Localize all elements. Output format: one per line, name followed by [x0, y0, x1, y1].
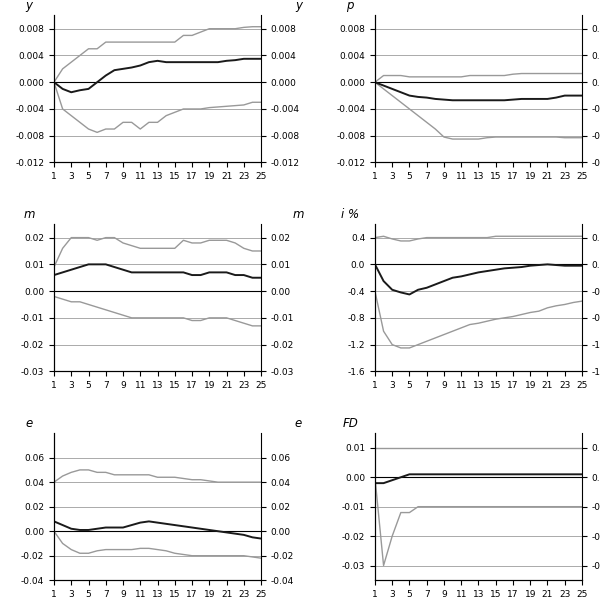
- Text: y: y: [295, 0, 302, 12]
- Text: m: m: [23, 208, 35, 221]
- Text: e: e: [26, 417, 33, 430]
- Text: i %: i %: [341, 208, 359, 221]
- Text: m: m: [293, 208, 304, 221]
- Text: FD: FD: [342, 417, 358, 430]
- Text: p: p: [346, 0, 354, 12]
- Text: y: y: [26, 0, 32, 12]
- Text: e: e: [295, 417, 302, 430]
